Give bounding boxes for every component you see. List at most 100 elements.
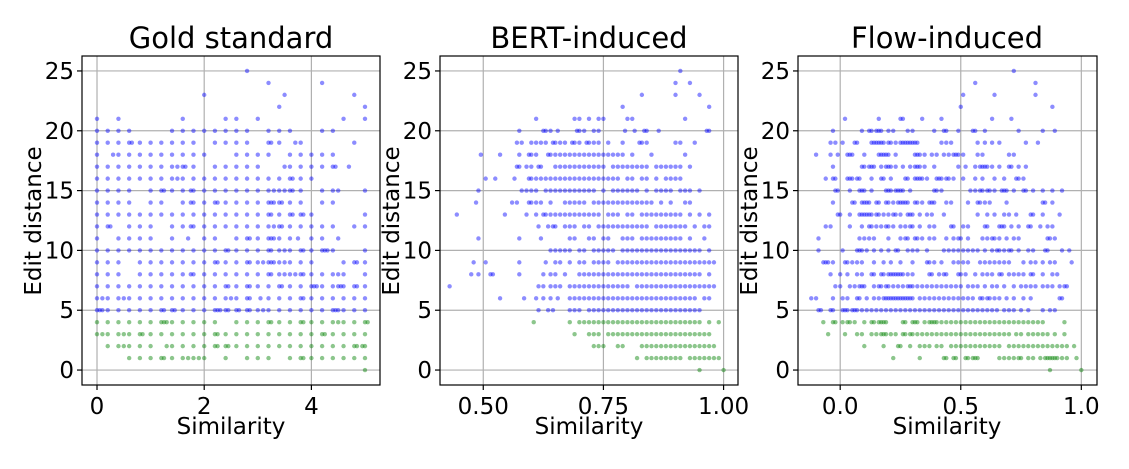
data-point bbox=[169, 355, 175, 361]
data-point bbox=[644, 188, 649, 193]
data-point bbox=[893, 152, 898, 157]
data-point bbox=[567, 176, 572, 181]
data-point bbox=[105, 331, 110, 337]
data-point bbox=[180, 331, 185, 337]
data-point bbox=[927, 224, 932, 229]
data-point bbox=[121, 331, 127, 337]
data-point bbox=[268, 260, 274, 265]
data-point bbox=[630, 248, 635, 253]
data-point bbox=[1035, 140, 1041, 145]
data-point bbox=[1011, 68, 1017, 74]
data-point bbox=[673, 272, 678, 277]
data-point bbox=[980, 164, 985, 169]
data-point bbox=[678, 188, 683, 193]
data-point bbox=[982, 319, 988, 325]
data-point bbox=[649, 308, 654, 313]
data-point bbox=[148, 236, 153, 241]
data-point bbox=[915, 164, 920, 169]
data-point bbox=[682, 248, 688, 253]
data-point bbox=[562, 188, 568, 193]
data-point bbox=[572, 140, 577, 145]
data-point bbox=[282, 272, 287, 277]
data-point bbox=[137, 236, 143, 241]
data-point bbox=[960, 260, 966, 265]
data-point bbox=[644, 128, 649, 133]
data-point bbox=[893, 164, 898, 169]
data-point bbox=[266, 188, 271, 193]
data-point bbox=[816, 248, 821, 253]
data-point bbox=[828, 152, 833, 157]
data-point bbox=[878, 128, 884, 133]
data-point bbox=[625, 260, 630, 265]
data-point bbox=[169, 260, 175, 265]
data-point bbox=[1026, 343, 1031, 349]
data-point bbox=[857, 248, 862, 253]
data-point bbox=[840, 248, 845, 253]
data-point bbox=[223, 343, 228, 349]
data-point bbox=[610, 248, 616, 253]
data-point bbox=[929, 200, 935, 205]
panel-bert-induced: BERT-induced Similarity Edit distance 0.… bbox=[379, 21, 749, 440]
data-point bbox=[929, 284, 935, 289]
data-point bbox=[907, 343, 913, 349]
data-point bbox=[654, 284, 659, 289]
data-point bbox=[975, 308, 980, 313]
data-point bbox=[606, 296, 611, 301]
data-point bbox=[277, 188, 282, 193]
data-point bbox=[159, 152, 164, 157]
data-point bbox=[121, 343, 127, 349]
data-point bbox=[900, 140, 906, 145]
data-point bbox=[980, 188, 985, 193]
data-point bbox=[678, 319, 683, 325]
data-point bbox=[202, 319, 207, 325]
data-point bbox=[362, 212, 368, 217]
data-point bbox=[878, 224, 884, 229]
data-point bbox=[1064, 343, 1070, 349]
data-point bbox=[94, 212, 100, 217]
data-point bbox=[630, 260, 635, 265]
data-point bbox=[888, 308, 894, 313]
data-point bbox=[126, 284, 132, 289]
data-point bbox=[212, 188, 218, 193]
data-point bbox=[591, 308, 597, 313]
data-point bbox=[687, 331, 693, 337]
data-point bbox=[992, 188, 997, 193]
data-point bbox=[298, 319, 303, 325]
data-point bbox=[842, 331, 848, 337]
data-point bbox=[175, 176, 180, 181]
data-point bbox=[517, 128, 522, 133]
data-point bbox=[869, 308, 874, 313]
data-point bbox=[886, 296, 891, 301]
data-point bbox=[180, 224, 185, 229]
data-point bbox=[634, 224, 640, 229]
data-point bbox=[634, 188, 640, 193]
data-point bbox=[319, 128, 325, 133]
data-point bbox=[965, 200, 971, 205]
data-point bbox=[876, 152, 881, 157]
data-point bbox=[1042, 248, 1048, 253]
data-point bbox=[975, 152, 980, 157]
data-point bbox=[212, 236, 218, 241]
data-point bbox=[946, 296, 951, 301]
data-point bbox=[188, 272, 194, 277]
data-point bbox=[859, 248, 865, 253]
data-point bbox=[180, 260, 185, 265]
data-point bbox=[864, 296, 869, 301]
data-point bbox=[255, 236, 260, 241]
data-point bbox=[137, 224, 143, 229]
data-point bbox=[994, 308, 1000, 313]
data-point bbox=[548, 200, 553, 205]
data-point bbox=[330, 152, 336, 157]
data-point bbox=[586, 116, 592, 122]
data-point bbox=[939, 319, 944, 325]
data-point bbox=[577, 188, 582, 193]
x-tick-label: 1.0 bbox=[1063, 394, 1100, 420]
data-point bbox=[625, 331, 630, 337]
data-point bbox=[301, 296, 306, 301]
data-point bbox=[1001, 188, 1007, 193]
data-point bbox=[895, 296, 901, 301]
data-point bbox=[658, 319, 664, 325]
data-point bbox=[596, 319, 601, 325]
data-point bbox=[852, 284, 857, 289]
data-point bbox=[1026, 355, 1031, 361]
